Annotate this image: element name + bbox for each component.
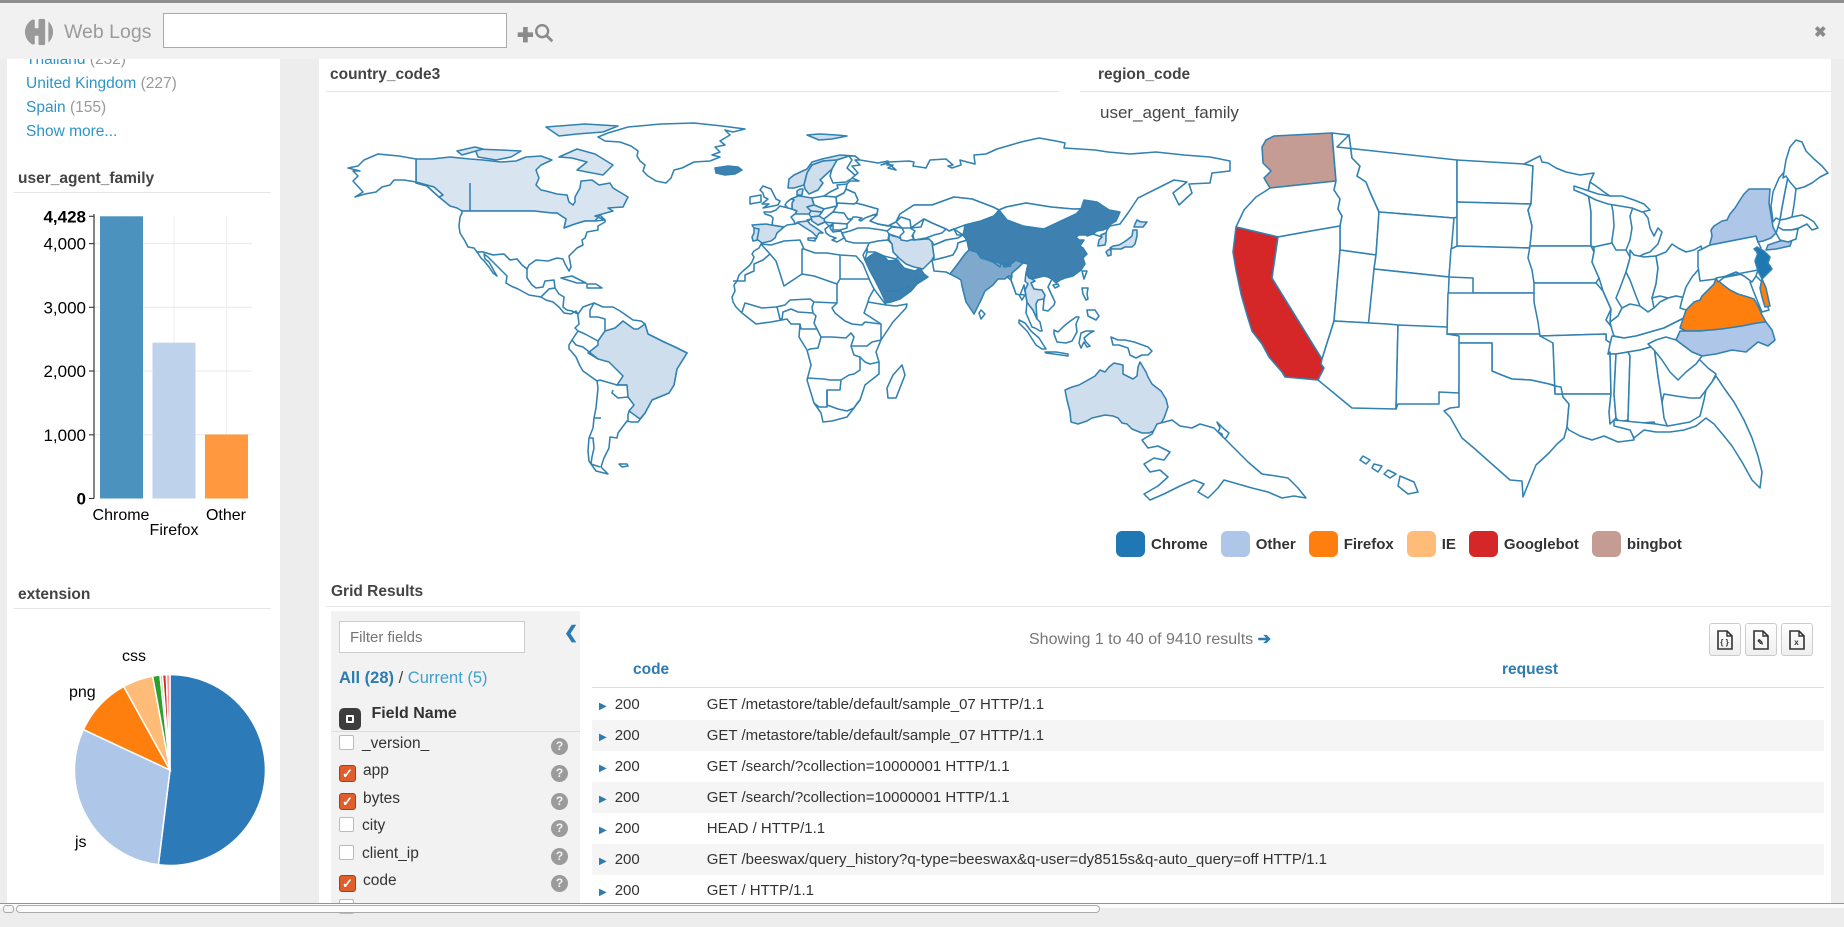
- svg-text:{ }: { }: [1720, 638, 1728, 647]
- svg-text:1,000: 1,000: [43, 426, 86, 445]
- svg-text:4,000: 4,000: [43, 235, 86, 254]
- svg-text:Other: Other: [206, 507, 247, 524]
- svg-text:Chrome: Chrome: [93, 507, 150, 524]
- svg-text:3,000: 3,000: [43, 298, 86, 317]
- svg-text:✎: ✎: [1757, 638, 1764, 647]
- svg-text:Firefox: Firefox: [150, 522, 199, 539]
- svg-text:0: 0: [77, 490, 86, 509]
- svg-text:2,000: 2,000: [43, 362, 86, 381]
- svg-text:4,428: 4,428: [43, 207, 86, 226]
- svg-text:x: x: [1794, 638, 1799, 647]
